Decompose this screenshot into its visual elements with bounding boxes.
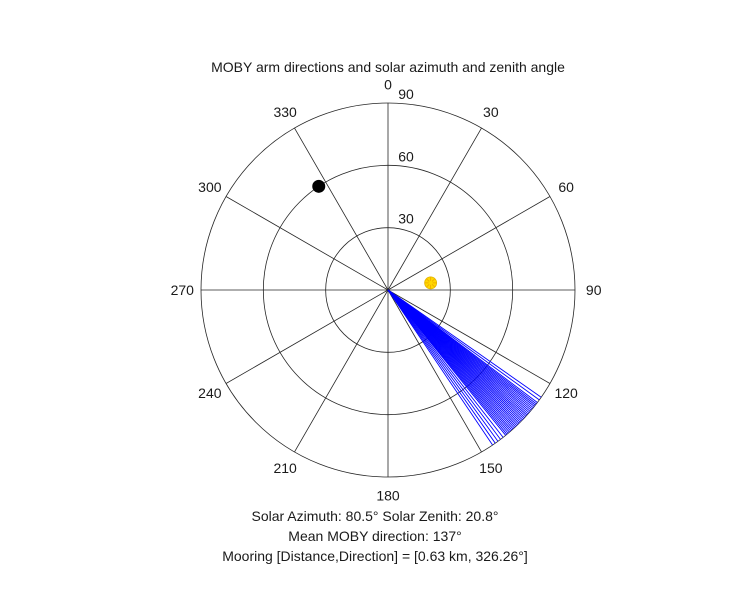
grid-spoke-210 (294, 289, 389, 453)
grid-spoke-30 (387, 127, 482, 291)
sun-ray-1 (431, 283, 436, 288)
grid-spoke-150 (387, 289, 482, 453)
marker-points (312, 179, 438, 290)
grid-spoke-60 (387, 196, 551, 291)
grid-spoke-330 (294, 127, 389, 291)
grid-spoke-120 (387, 289, 551, 384)
moby-arm-line-0 (387, 289, 542, 398)
angle-tick-label-60: 60 (558, 179, 574, 195)
angle-tick-label-30: 30 (483, 104, 499, 120)
mooring-marker (312, 179, 326, 193)
angle-tick-labels: 0 30 60 90 120 150 180 210 240 270 300 330 (171, 76, 602, 503)
solar-caption: Solar Azimuth: 80.5° Solar Zenith: 20.8° (251, 508, 499, 524)
moby-arm-line-1 (387, 289, 540, 401)
radial-tick-label-60: 60 (398, 148, 414, 164)
sun-marker (424, 276, 438, 290)
moby-arm-line-31 (387, 289, 504, 438)
sun-ray-7 (431, 278, 436, 282)
moby-direction-caption: Mean MOBY direction: 137° (288, 528, 462, 544)
angle-tick-label-300: 300 (198, 179, 222, 195)
polar-grid (200, 102, 576, 478)
angle-tick-label-210: 210 (273, 460, 297, 476)
angle-tick-label-0: 0 (384, 76, 392, 92)
moby-arm-line-30 (387, 289, 507, 436)
moby-arm-line-33 (387, 289, 499, 442)
grid-spoke-300 (225, 196, 389, 291)
radial-tick-label-90: 90 (398, 86, 414, 102)
moby-arm-line-32 (387, 289, 501, 440)
moby-arm-line-34 (387, 289, 496, 444)
angle-tick-label-180: 180 (376, 488, 400, 504)
angle-tick-label-90: 90 (586, 282, 602, 298)
moby-arm-lines (387, 289, 542, 446)
moby-arm-line-35 (387, 289, 493, 446)
chart-title: MOBY arm directions and solar azimuth an… (211, 59, 565, 75)
radial-tick-labels: 30 60 90 (398, 86, 414, 227)
angle-tick-label-330: 330 (273, 104, 297, 120)
radial-tick-label-30: 30 (398, 211, 414, 227)
angle-tick-label-120: 120 (554, 385, 578, 401)
angle-tick-label-150: 150 (479, 460, 503, 476)
mooring-caption: Mooring [Distance,Direction] = [0.63 km,… (222, 548, 528, 564)
grid-spoke-240 (225, 289, 389, 384)
angle-tick-label-270: 270 (171, 282, 195, 298)
sun-ray-3 (426, 283, 430, 288)
sun-ray-5 (426, 278, 430, 282)
angle-tick-label-240: 240 (198, 385, 222, 401)
